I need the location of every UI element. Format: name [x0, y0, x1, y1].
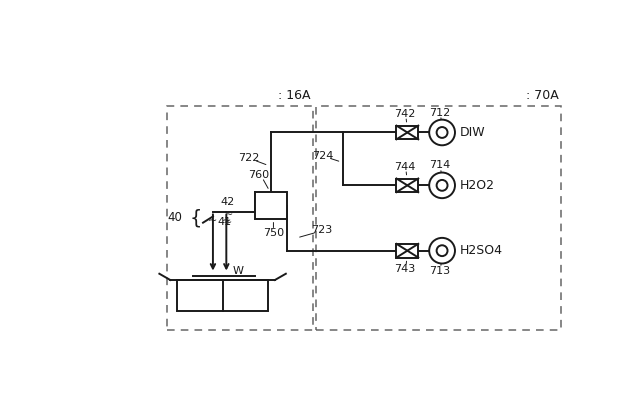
Text: 744: 744 [394, 162, 415, 172]
Text: {: { [189, 208, 202, 227]
Text: 760: 760 [248, 170, 269, 180]
Bar [177, 280, 269, 311]
Bar [255, 192, 287, 219]
Text: : 70A: : 70A [526, 89, 559, 102]
Ellipse shape [436, 180, 447, 191]
Text: ∼: ∼ [224, 217, 232, 227]
Bar [167, 106, 313, 330]
Text: ∼: ∼ [225, 209, 234, 219]
Text: W: W [233, 266, 244, 276]
Text: 40: 40 [167, 211, 182, 224]
Text: ∼: ∼ [208, 215, 218, 225]
Ellipse shape [436, 127, 447, 138]
Text: ∼: ∼ [221, 215, 231, 225]
Text: 743: 743 [394, 264, 415, 274]
Text: 723: 723 [311, 225, 332, 235]
Ellipse shape [429, 173, 455, 198]
Text: ∼: ∼ [234, 275, 243, 285]
Text: 742: 742 [394, 109, 415, 119]
Text: 42: 42 [220, 197, 235, 207]
Text: 750: 750 [263, 228, 284, 238]
Ellipse shape [436, 245, 447, 256]
Ellipse shape [429, 120, 455, 145]
Ellipse shape [429, 238, 455, 263]
Text: DIW: DIW [460, 126, 486, 139]
Bar [316, 106, 561, 330]
Text: 713: 713 [429, 265, 450, 276]
Bar [396, 179, 419, 192]
Bar [396, 244, 419, 257]
Text: : 16A: : 16A [278, 89, 310, 102]
Bar [396, 126, 419, 139]
Text: 724: 724 [312, 151, 333, 161]
Text: 714: 714 [429, 160, 450, 170]
Text: 41: 41 [218, 217, 232, 227]
Text: H2SO4: H2SO4 [460, 244, 503, 257]
Text: 722: 722 [238, 153, 259, 163]
Text: 712: 712 [429, 107, 450, 118]
Text: H2O2: H2O2 [460, 179, 495, 192]
